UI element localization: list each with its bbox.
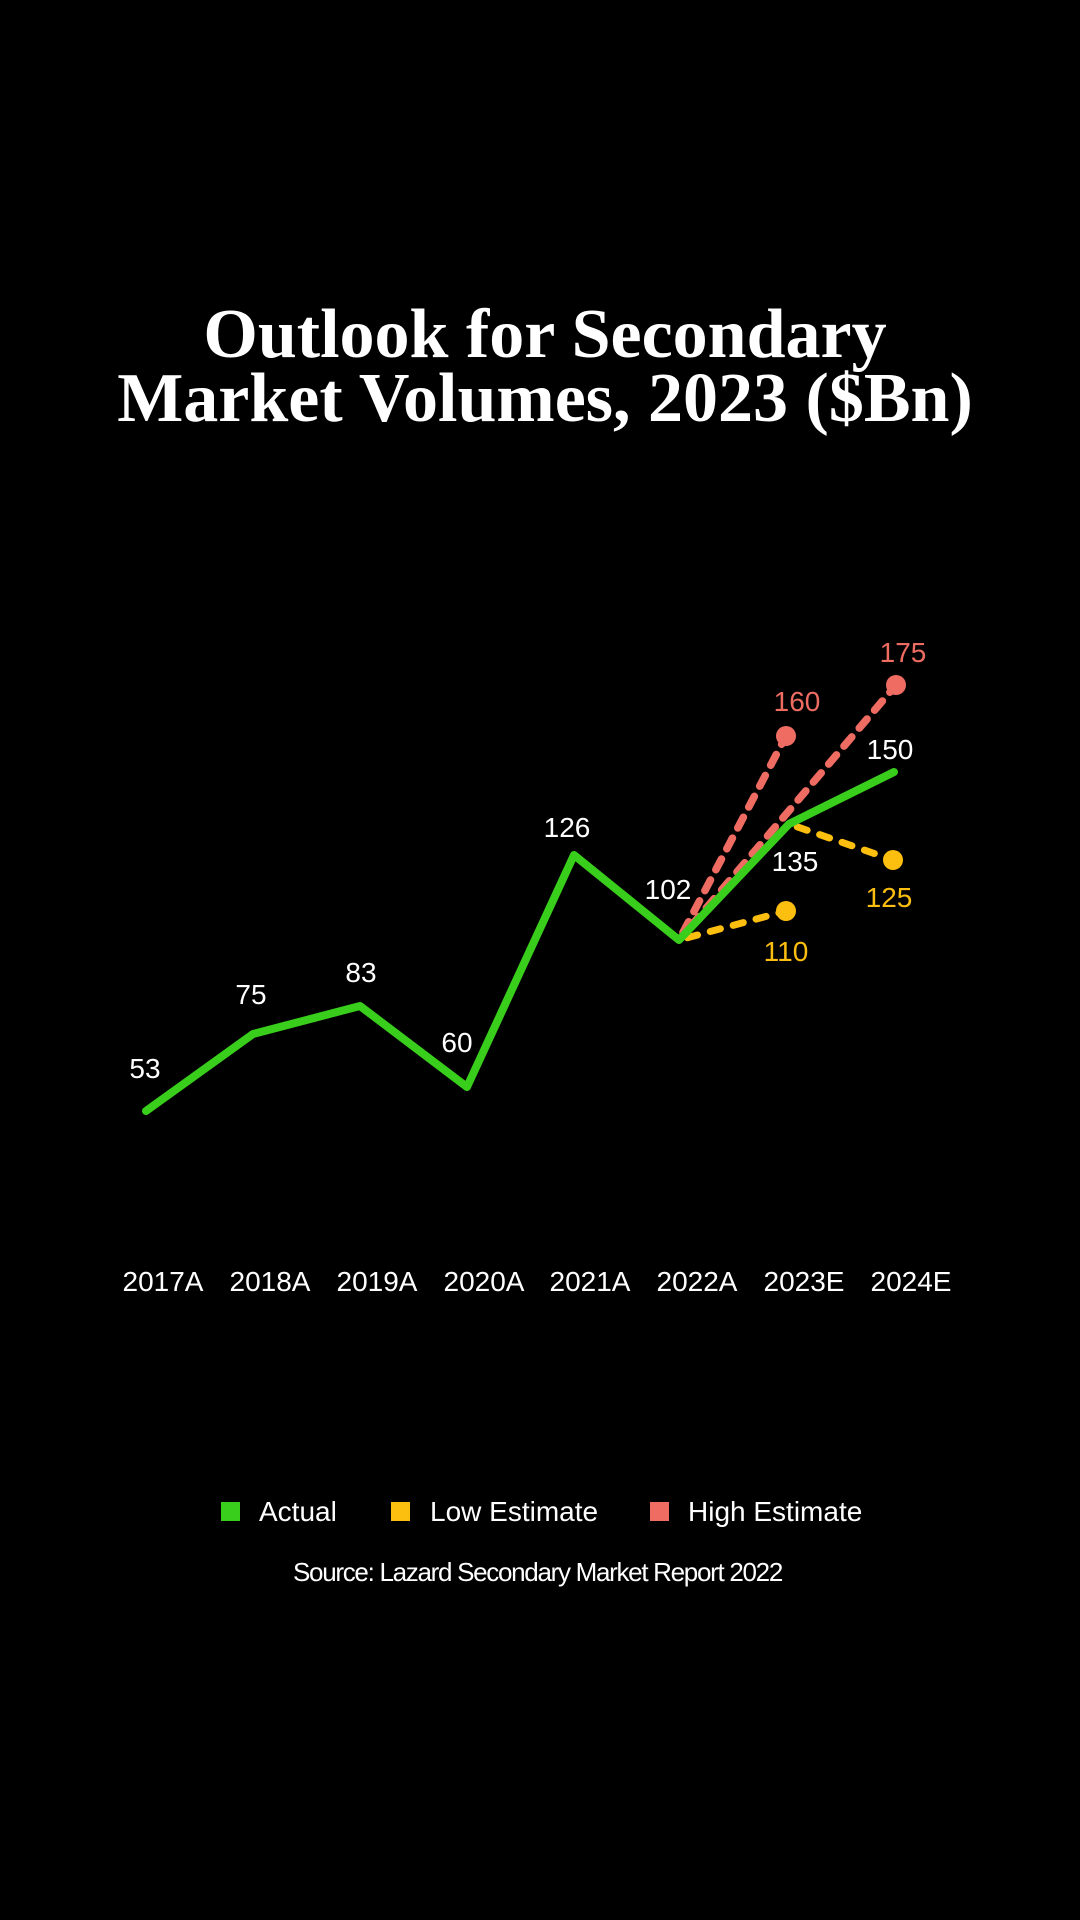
svg-text:135: 135: [772, 846, 819, 877]
svg-text:2024E: 2024E: [871, 1266, 952, 1297]
svg-text:High Estimate: High Estimate: [688, 1496, 862, 1527]
svg-text:2017A: 2017A: [123, 1266, 204, 1297]
svg-text:110: 110: [764, 936, 809, 967]
svg-text:126: 126: [544, 812, 591, 843]
svg-text:2020A: 2020A: [444, 1266, 525, 1297]
svg-text:160: 160: [774, 686, 821, 717]
svg-text:150: 150: [867, 734, 914, 765]
svg-text:175: 175: [880, 637, 927, 668]
svg-text:83: 83: [345, 957, 376, 988]
svg-text:2023E: 2023E: [764, 1266, 845, 1297]
svg-text:2019A: 2019A: [337, 1266, 418, 1297]
svg-text:Low Estimate: Low Estimate: [430, 1496, 598, 1527]
svg-text:75: 75: [235, 979, 266, 1010]
svg-text:125: 125: [866, 882, 913, 913]
svg-text:102: 102: [645, 874, 692, 905]
svg-text:2018A: 2018A: [230, 1266, 311, 1297]
svg-text:53: 53: [129, 1053, 160, 1084]
svg-text:2022A: 2022A: [657, 1266, 738, 1297]
svg-text:60: 60: [441, 1027, 472, 1058]
svg-text:2021A: 2021A: [550, 1266, 631, 1297]
svg-text:Actual: Actual: [259, 1496, 337, 1527]
